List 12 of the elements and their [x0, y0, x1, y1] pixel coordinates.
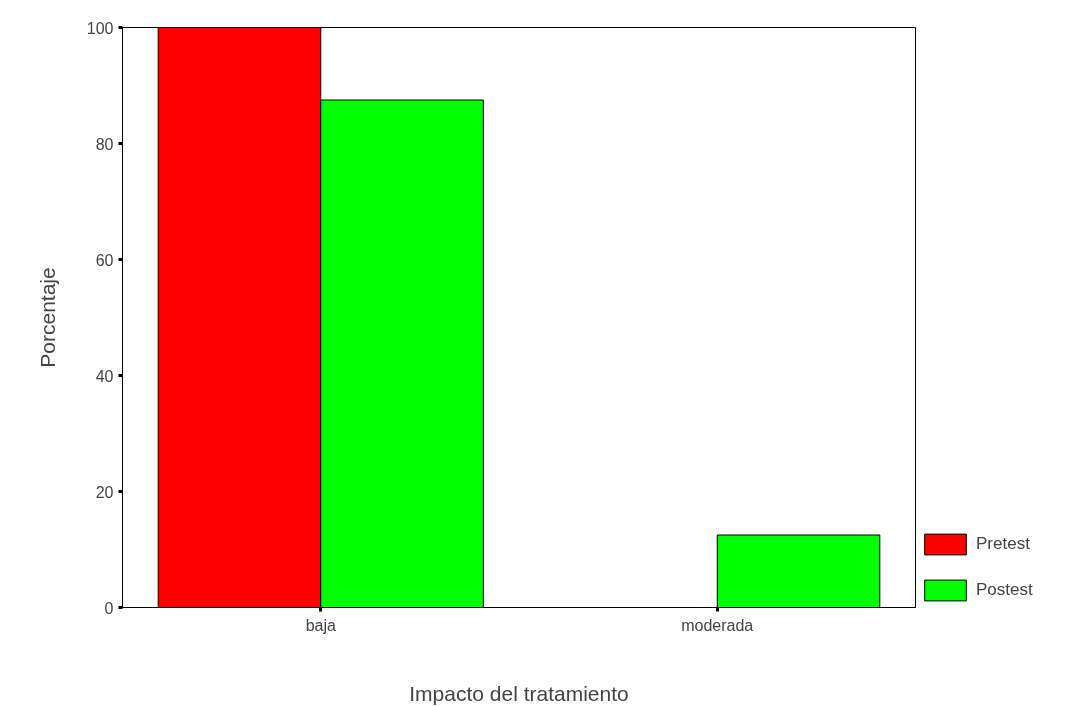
y-tick-label: 0 [104, 599, 114, 617]
y-tick-label: 80 [95, 135, 114, 153]
x-axis-title: Impacto del tratamiento [409, 681, 629, 705]
legend-label: Postest [976, 580, 1033, 600]
x-tick-label: moderada [681, 616, 754, 634]
y-axis-title: Porcentaje [35, 267, 59, 368]
legend-label: Pretest [976, 534, 1030, 554]
y-tick-label: 100 [86, 19, 114, 37]
y-tick-label: 60 [95, 251, 114, 269]
x-tick-label: baja [305, 616, 336, 634]
y-tick-label: 20 [95, 483, 114, 501]
y-tick-label: 40 [95, 367, 114, 385]
